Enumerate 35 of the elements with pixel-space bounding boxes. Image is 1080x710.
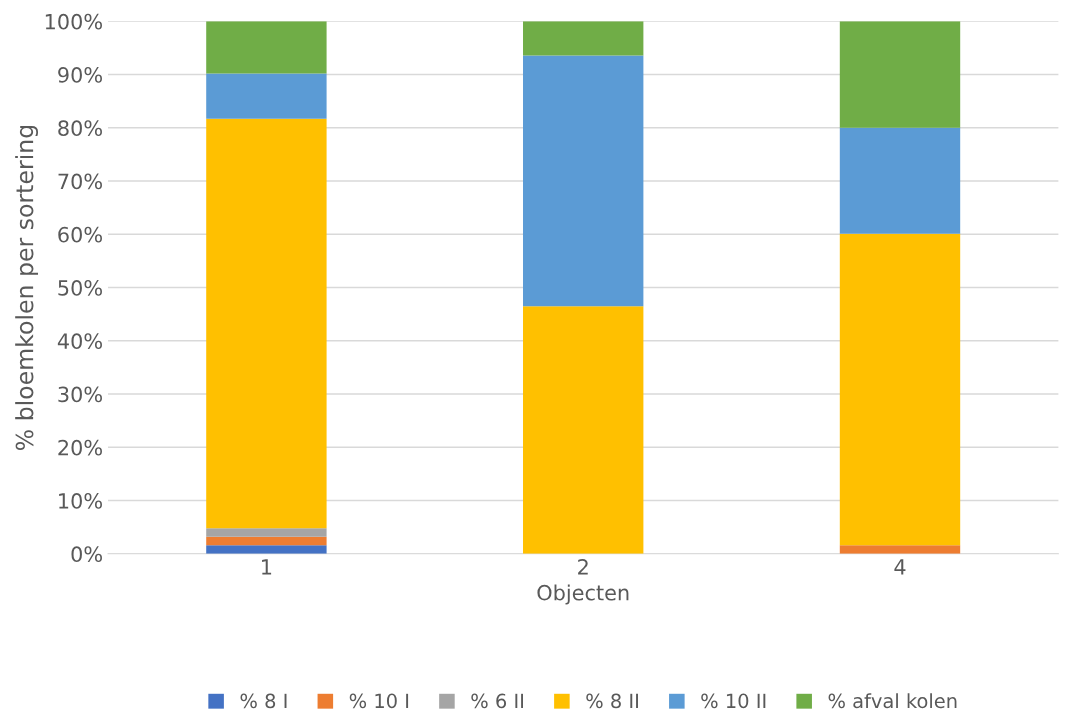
bar	[206, 118, 327, 529]
y-axis-title: % bloemkolen per sortering	[15, 125, 39, 450]
y-tick-label: 20%	[58, 439, 102, 456]
y-tick-label: 0%	[71, 546, 102, 563]
bar	[206, 545, 327, 554]
y-tick-label: 40%	[57, 333, 102, 350]
y-tick-label: 100%	[45, 13, 102, 30]
bar	[206, 73, 327, 119]
legend-label: % 10 II	[701, 693, 766, 709]
bar	[839, 545, 961, 554]
bar	[839, 233, 961, 546]
bar	[206, 21, 327, 74]
y-tick-label: 70%	[58, 173, 102, 190]
x-tick-label: 2	[578, 559, 588, 575]
legend-label: % 8 I	[240, 693, 287, 709]
y-tick-label: 80%	[58, 120, 102, 137]
bar	[206, 528, 327, 537]
bar	[206, 536, 327, 546]
legend-label: % 10 I	[349, 693, 409, 709]
legend-label: % 6 II	[471, 693, 524, 709]
bar	[523, 21, 644, 56]
bar	[839, 21, 961, 128]
legend-label: % afval kolen	[828, 693, 957, 709]
legend-label: % 8 II	[586, 693, 638, 709]
y-tick-label: 10%	[59, 493, 102, 509]
bar	[523, 55, 644, 307]
y-tick-label: 90%	[58, 67, 102, 83]
y-tick-label: 60%	[58, 226, 102, 243]
y-tick-label: 30%	[58, 386, 102, 403]
x-tick-label: 4	[894, 559, 906, 575]
x-tick-label: 1	[262, 559, 272, 575]
x-axis-title: Objecten	[537, 584, 629, 605]
y-tick-label: 50%	[58, 280, 102, 296]
bar	[523, 306, 644, 554]
bar	[839, 127, 961, 234]
